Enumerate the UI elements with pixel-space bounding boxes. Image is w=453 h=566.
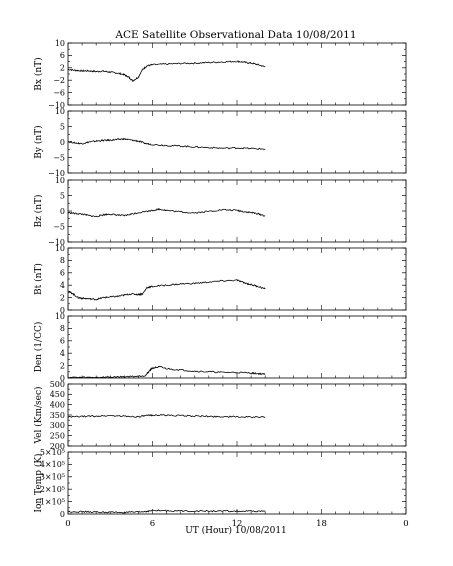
x-tick-label: 0	[65, 519, 70, 529]
series-line-by	[67, 137, 266, 150]
y-tick-label: 2	[60, 361, 65, 370]
y-tick-label: 200	[50, 442, 65, 451]
y-tick-label: 350	[50, 411, 65, 420]
panel-den: 10 8 6 4 2 0 Den (1/CC)	[33, 312, 407, 383]
panel-bt: 10 8 6 4 2 0 Bt (nT)	[33, 244, 407, 315]
y-tick-label: 4	[60, 349, 65, 358]
y-tick-label: 6	[60, 51, 65, 60]
y-tick-label: 250	[50, 431, 65, 440]
y-tick-label: 0	[60, 207, 65, 216]
series-line-bz	[67, 208, 266, 218]
y-tick-label: 8	[60, 256, 65, 265]
y-tick-label: 2	[60, 293, 65, 302]
x-tick-label: 6	[150, 519, 155, 529]
y-tick-label: 10	[55, 39, 65, 48]
y-tick-label: 1×10⁵	[40, 497, 65, 506]
y-tick-label: −2	[53, 76, 65, 85]
y-tick-label: 2	[60, 64, 65, 73]
y-tick-label: 0	[60, 510, 65, 519]
y-axis-label: By (nT)	[33, 125, 44, 158]
y-tick-label: −5	[53, 222, 65, 231]
x-tick-label: 0	[403, 519, 408, 529]
panel-temp: 5×10⁵ 4×10⁵ 3×10⁵ 2×10⁵ 1×10⁵ 0 Ion Temp (K)	[33, 448, 407, 519]
series-line-bt	[68, 279, 266, 301]
series-line-den	[67, 365, 266, 379]
panel-frame	[67, 451, 407, 515]
y-tick-label: 450	[50, 390, 65, 399]
y-tick-label: 0	[60, 374, 65, 383]
y-tick-label: 0	[60, 138, 65, 147]
chart-panels: 10 6 2 −2 −6 −10 Bx (nT) 10 5 0 −5 −10 By (nT) 10 5 0 −5…	[33, 39, 409, 529]
y-tick-label: 3×10⁵	[40, 473, 65, 482]
panel-frame	[67, 247, 407, 311]
x-tick-label: 12	[232, 519, 243, 529]
y-tick-label: −10	[48, 101, 65, 110]
chart-title: ACE Satellite Observational Data 10/08/2…	[114, 29, 356, 41]
y-tick-label: 5	[60, 191, 65, 200]
y-tick-label: −10	[48, 238, 65, 247]
panel-frame	[67, 315, 407, 379]
x-tick-label: 18	[316, 519, 327, 529]
y-tick-label: 2×10⁵	[40, 485, 65, 494]
series-line-temp	[67, 509, 266, 514]
panel-frame	[67, 383, 407, 447]
panel-frame	[67, 42, 407, 106]
y-tick-label: 0	[60, 306, 65, 315]
panel-frame	[67, 179, 407, 243]
y-tick-label: 300	[50, 421, 65, 430]
y-tick-label: 400	[50, 400, 65, 409]
y-tick-label: 10	[55, 107, 65, 116]
y-axis-label: Bx (nT)	[33, 57, 44, 90]
y-axis-label: Vel (Km/sec)	[33, 386, 44, 444]
series-line-vel	[67, 414, 266, 419]
y-tick-label: 10	[55, 244, 65, 253]
panel-bz: 10 5 0 −5 −10 Bz (nT)	[33, 176, 407, 247]
y-axis-label: Ion Temp (K)	[33, 453, 44, 512]
series-line-bx	[67, 60, 266, 82]
y-axis-label: Den (1/CC)	[33, 322, 44, 373]
y-tick-label: 5×10⁵	[40, 448, 65, 457]
y-tick-label: 10	[55, 176, 65, 185]
y-tick-label: −6	[53, 88, 65, 97]
y-axis-label: Bz (nT)	[33, 194, 44, 227]
x-axis-label: UT (Hour) 10/08/2011	[185, 525, 287, 536]
y-tick-label: 6	[60, 337, 65, 346]
panel-by: 10 5 0 −5 −10 By (nT)	[33, 107, 407, 178]
panel-frame	[67, 110, 407, 174]
y-axis-label: Bt (nT)	[33, 263, 44, 295]
y-tick-label: −10	[48, 169, 65, 178]
y-tick-label: 4	[60, 281, 65, 290]
y-tick-label: 5	[60, 122, 65, 131]
y-tick-label: 6	[60, 269, 65, 278]
y-tick-label: 8	[60, 324, 65, 333]
panel-bx: 10 6 2 −2 −6 −10 Bx (nT)	[33, 39, 407, 110]
y-tick-label: 4×10⁵	[40, 460, 65, 469]
y-tick-label: 10	[55, 312, 65, 321]
y-tick-label: 500	[50, 380, 65, 389]
y-tick-label: −5	[53, 153, 65, 162]
